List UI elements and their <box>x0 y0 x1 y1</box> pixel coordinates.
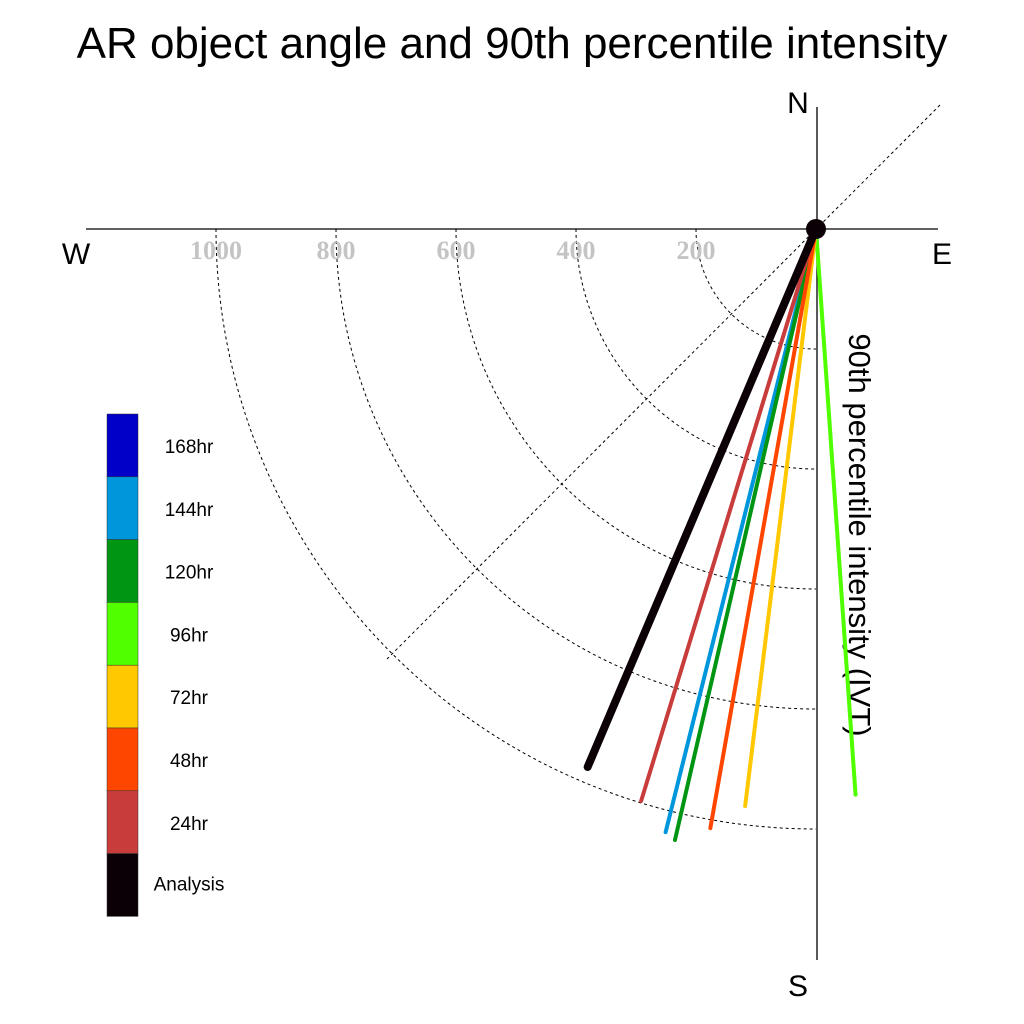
legend-swatch <box>106 853 139 917</box>
vector-48hr <box>708 227 818 831</box>
legend-swatch <box>106 476 139 540</box>
radial-tick-label: 800 <box>317 236 356 265</box>
radial-tick-label: 600 <box>437 236 476 265</box>
radial-tick-label: 1000 <box>190 236 242 265</box>
legend-label: 144hr <box>165 500 214 521</box>
compass-north: N <box>787 87 809 120</box>
vector-72hr <box>743 227 818 809</box>
legend-label: 168hr <box>165 437 214 458</box>
legend-label: 120hr <box>165 563 214 584</box>
compass-south: S <box>788 970 808 1003</box>
legend-swatch <box>106 539 139 603</box>
diagonal-line <box>386 104 941 660</box>
legend-swatch <box>106 727 139 792</box>
compass-west: W <box>62 238 91 271</box>
radial-tick-label: 200 <box>677 236 716 265</box>
vectors <box>583 225 858 842</box>
vector-120hr <box>672 227 818 842</box>
radial-tick-labels: 200 400 600 800 1000 <box>190 236 716 265</box>
legend-label: 96hr <box>170 625 209 646</box>
compass-east: E <box>932 238 952 271</box>
vector-analysis <box>583 225 820 771</box>
chart-title: AR object angle and 90th percentile inte… <box>77 19 948 68</box>
legend-swatch <box>106 602 139 666</box>
vector-96hr <box>814 227 858 797</box>
legend-swatch <box>106 664 139 729</box>
origin-dot <box>806 219 826 239</box>
radial-tick-label: 400 <box>557 236 596 265</box>
legend: 168hr 144hr 120hr 96hr 72hr 48hr 24hr Analysis <box>106 413 225 917</box>
legend-label: 48hr <box>170 751 209 772</box>
legend-label: 72hr <box>170 688 209 709</box>
grid-arc <box>215 228 817 830</box>
legend-label: 24hr <box>170 814 209 835</box>
legend-swatch <box>106 413 139 478</box>
legend-label: Analysis <box>154 875 225 896</box>
vector-24hr <box>639 227 818 804</box>
legend-swatch <box>106 790 139 854</box>
